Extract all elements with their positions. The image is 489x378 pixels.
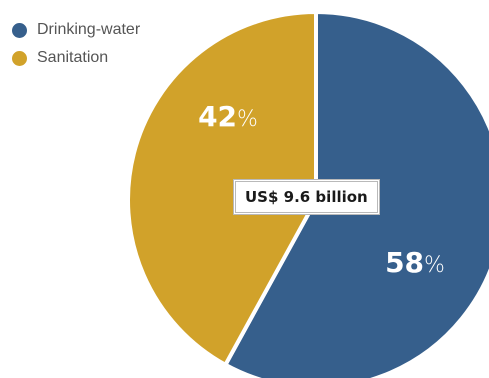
legend-swatch-sanitation bbox=[12, 50, 27, 66]
legend-label-drinking-water: Drinking-water bbox=[37, 21, 141, 38]
legend-label-sanitation: Sanitation bbox=[37, 49, 109, 66]
legend: Drinking-water Sanitation bbox=[12, 18, 140, 74]
slice-label-sanitation: 42% bbox=[198, 100, 258, 133]
legend-swatch-drinking-water bbox=[12, 22, 27, 38]
pie-slice-sanitation bbox=[126, 10, 318, 367]
legend-item-drinking-water: Drinking-water bbox=[12, 18, 140, 42]
legend-item-sanitation: Sanitation bbox=[12, 46, 140, 70]
slice-label-drinking-water: 58% bbox=[385, 246, 445, 279]
total-label: US$ 9.6 billion bbox=[233, 179, 380, 215]
